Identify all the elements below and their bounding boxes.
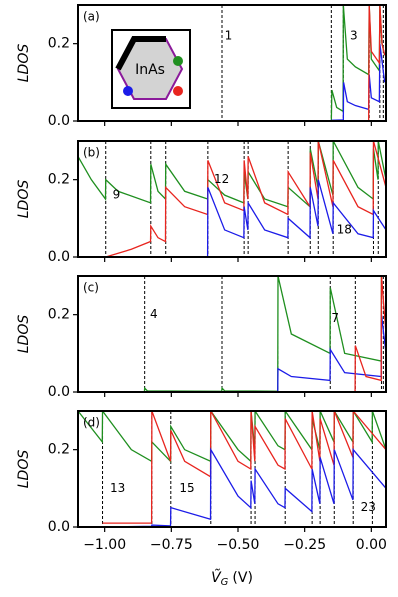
y-tick-label: 0.2 (48, 307, 70, 323)
y-tick-label: 0.0 (48, 249, 70, 265)
y-axis-label: LDOS (16, 315, 32, 354)
ldos-curve (102, 447, 386, 527)
y-tick-label: 0.0 (48, 384, 70, 400)
level-annotation: 1 (225, 28, 233, 42)
y-tick-label: 0.0 (48, 113, 70, 129)
level-annotation: 7 (331, 311, 339, 325)
x-label-symbol: Ṽ (211, 569, 222, 586)
inset-site (123, 86, 133, 96)
ldos-curve (105, 141, 386, 257)
y-tick-label: 0.2 (48, 442, 70, 458)
ldos-curve (330, 5, 386, 121)
inset: InAs (111, 29, 191, 109)
x-label-unit: (V) (232, 570, 253, 586)
x-tick-label: 0.00 (356, 537, 387, 553)
y-tick-label: 0.2 (48, 172, 70, 188)
x-label-subscript: G (221, 577, 229, 588)
ldos-curve (102, 411, 386, 524)
level-annotation: 12 (214, 172, 229, 186)
axes-frame (77, 410, 387, 528)
plot-area (78, 411, 386, 527)
inset-site (173, 56, 183, 66)
plot-area (78, 276, 386, 392)
x-tick-label: −0.75 (150, 537, 193, 553)
x-tick-label: −1.00 (83, 537, 126, 553)
inset-label: InAs (135, 62, 165, 78)
level-annotation: 15 (179, 481, 194, 495)
axes-frame (77, 4, 387, 122)
x-tick-label: −0.50 (217, 537, 260, 553)
ldos-curve (354, 276, 386, 392)
y-tick-label: 0.0 (48, 519, 70, 535)
ldos-curve (277, 314, 386, 392)
y-tick-label: 0.2 (48, 36, 70, 52)
axes-frame (77, 275, 387, 393)
ldos-curve (368, 5, 386, 121)
panel-label: (b) (83, 146, 100, 160)
panel-label: (d) (83, 416, 100, 430)
level-annotation: 23 (361, 500, 376, 514)
axes-frame (77, 140, 387, 258)
inset-edge (115, 36, 166, 71)
plot-area (78, 141, 386, 257)
x-axis-label: ṼG (V) (211, 569, 253, 588)
level-annotation: 18 (337, 222, 352, 236)
level-annotation: 3 (350, 28, 358, 42)
level-annotation: 4 (150, 307, 158, 321)
inset-site (173, 86, 183, 96)
x-tick-label: −0.25 (283, 537, 326, 553)
y-axis-label: LDOS (16, 44, 32, 83)
y-axis-label: LDOS (16, 450, 32, 489)
level-annotation: 13 (110, 481, 125, 495)
panel-label: (a) (83, 10, 100, 24)
ldos-curve (78, 276, 386, 392)
plot-area (221, 5, 386, 121)
ldos-curve (78, 411, 386, 463)
y-axis-label: LDOS (16, 180, 32, 219)
ldos-curve (206, 179, 386, 257)
panel-label: (c) (83, 281, 99, 295)
level-annotation: 9 (113, 188, 121, 202)
